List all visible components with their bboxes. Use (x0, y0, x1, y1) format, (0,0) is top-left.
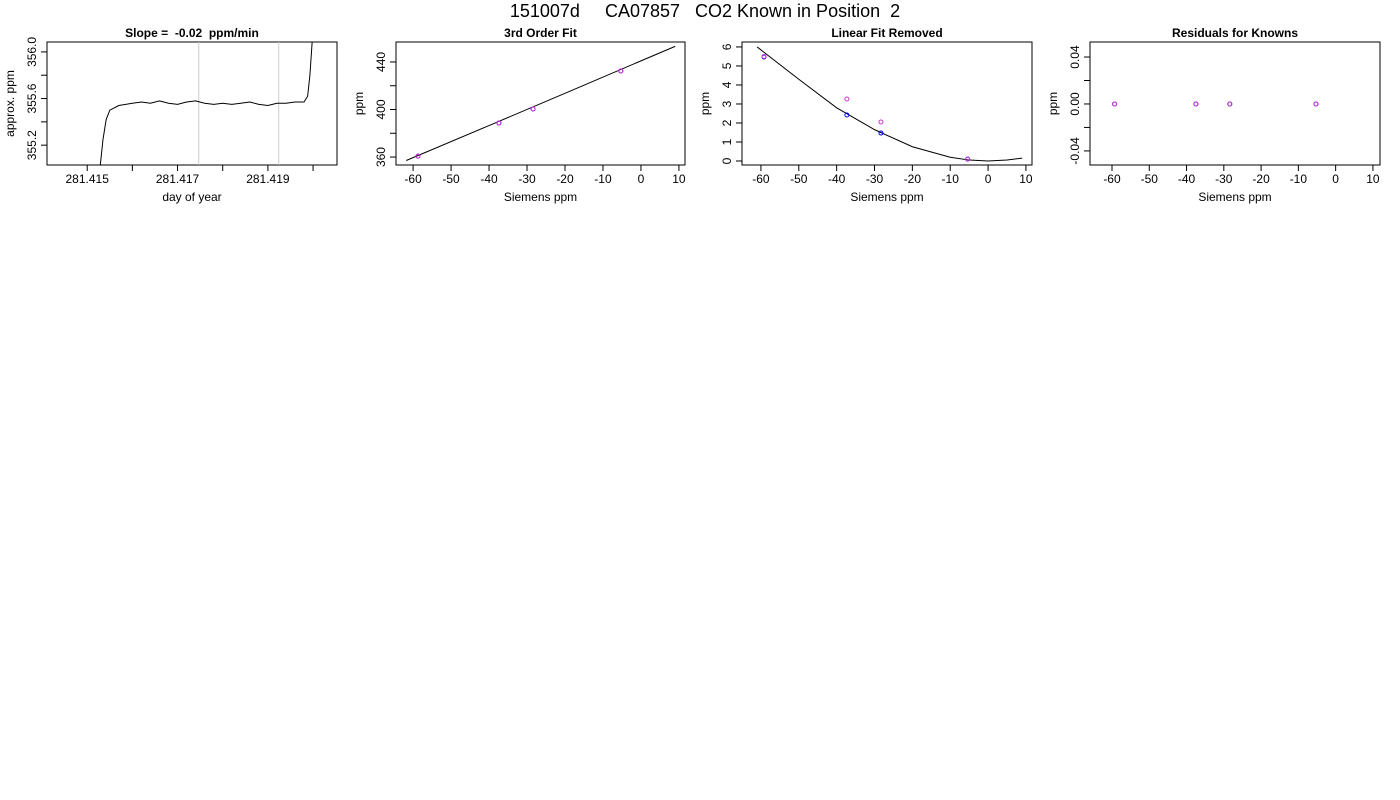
point (1193, 101, 1199, 107)
point (618, 68, 624, 74)
panel-title: Residuals for Knowns (1172, 26, 1298, 40)
x-tick-label: 0 (985, 172, 992, 186)
x-tick-label: -50 (1141, 172, 1159, 186)
x-tick-label: -10 (594, 172, 612, 186)
y-tick-label: 6 (720, 43, 734, 50)
y-tick-label: 355.6 (25, 83, 39, 113)
point (530, 106, 536, 112)
panel-title: 3rd Order Fit (504, 26, 577, 40)
data-line (99, 42, 313, 165)
y-axis-label: ppm (1046, 92, 1060, 115)
y-tick-label: 3 (720, 100, 734, 107)
fit-curve (406, 45, 676, 161)
y-tick-label: -0.04 (1068, 137, 1082, 165)
x-tick-label: -40 (828, 172, 846, 186)
y-tick-label: 0.00 (1068, 92, 1082, 116)
y-axis-label: ppm (698, 92, 712, 115)
x-tick-label: -50 (442, 172, 460, 186)
x-tick-label: -20 (1252, 172, 1270, 186)
point (415, 153, 421, 159)
point (761, 53, 767, 59)
x-tick-label: 10 (1366, 172, 1380, 186)
x-tick-label: 281.415 (66, 172, 110, 186)
x-axis-label: Siemens ppm (850, 190, 923, 204)
y-tick-label: 1 (720, 138, 734, 145)
y-tick-label: 0 (720, 157, 734, 164)
plot-frame (741, 41, 1033, 166)
x-tick-label: 281.417 (156, 172, 200, 186)
point (1112, 101, 1118, 107)
x-axis-label: day of year (162, 190, 221, 204)
x-tick-label: -60 (404, 172, 422, 186)
x-tick-label: -30 (518, 172, 536, 186)
point (1313, 101, 1319, 107)
point (1227, 101, 1233, 107)
y-tick-label: 440 (374, 52, 388, 72)
point (844, 96, 850, 102)
x-tick-label: -10 (1290, 172, 1308, 186)
point (878, 130, 884, 136)
y-tick-label: 2 (720, 119, 734, 126)
y-tick-label: 4 (720, 81, 734, 88)
point (844, 112, 850, 118)
x-axis-label: Siemens ppm (1198, 190, 1271, 204)
x-tick-label: 10 (1019, 172, 1033, 186)
plot-frame (395, 41, 686, 166)
x-tick-label: 0 (1332, 172, 1339, 186)
y-axis-label: approx. ppm (3, 70, 17, 137)
main-title: 151007d CA07857 CO2 Known in Position 2 (510, 1, 900, 21)
x-tick-label: -40 (1178, 172, 1196, 186)
panel-title: Linear Fit Removed (831, 26, 942, 40)
x-axis-label: Siemens ppm (504, 190, 577, 204)
y-axis-label: ppm (352, 92, 366, 115)
panel-title: Slope = -0.02 ppm/min (125, 26, 259, 40)
x-tick-label: -60 (1103, 172, 1121, 186)
y-tick-label: 400 (374, 99, 388, 119)
x-tick-label: -10 (942, 172, 960, 186)
plot-frame (46, 41, 338, 166)
y-tick-label: 5 (720, 62, 734, 69)
point (496, 120, 502, 126)
x-tick-label: -20 (556, 172, 574, 186)
y-tick-label: 360 (374, 147, 388, 167)
y-tick-label: 355.2 (25, 130, 39, 160)
x-tick-label: -40 (480, 172, 498, 186)
plot-frame (1089, 41, 1381, 166)
x-tick-label: -30 (866, 172, 884, 186)
x-tick-label: -20 (904, 172, 922, 186)
point (878, 119, 884, 125)
y-tick-label: 0.04 (1068, 45, 1082, 69)
x-tick-label: 10 (672, 172, 686, 186)
fit-curve (756, 46, 1023, 162)
x-tick-label: -50 (790, 172, 808, 186)
y-tick-label: 356.0 (25, 37, 39, 67)
x-tick-label: -30 (1215, 172, 1233, 186)
x-tick-label: 0 (638, 172, 645, 186)
x-tick-label: -60 (752, 172, 770, 186)
x-tick-label: 281.419 (246, 172, 290, 186)
point (965, 156, 971, 162)
